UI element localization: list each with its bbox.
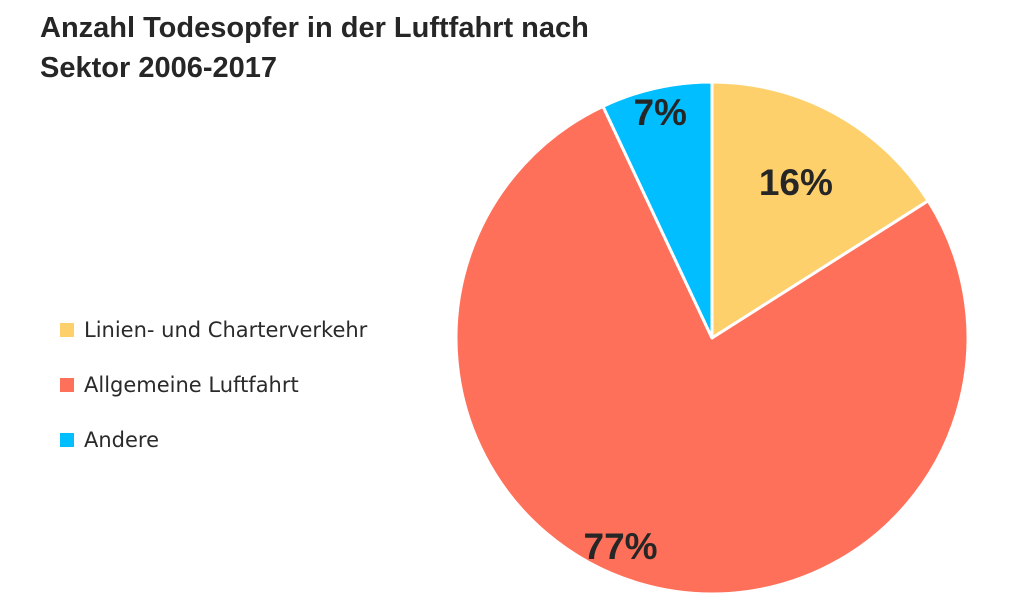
legend-label-linien-charter: Linien- und Charterverkehr bbox=[84, 318, 368, 342]
data-label-allgemeine-luftfahrt: 77% bbox=[584, 526, 658, 567]
pie-slice-andere[interactable] bbox=[601, 80, 714, 340]
chart-title-line-1: Anzahl Todesopfer in der Luftfahrt nach bbox=[40, 12, 589, 44]
legend-swatch-linien-charter bbox=[60, 323, 74, 337]
data-label-linien-charter: 16% bbox=[759, 162, 833, 203]
legend-swatch-allgemeine-luftfahrt bbox=[60, 378, 74, 392]
pie-slice-linien-charter[interactable] bbox=[710, 80, 930, 340]
legend-swatch-andere bbox=[60, 433, 74, 447]
pie-slice-allgemeine-luftfahrt[interactable] bbox=[454, 104, 970, 596]
legend-item-linien-charter[interactable]: Linien- und Charterverkehr bbox=[60, 312, 367, 348]
data-label-andere: 7% bbox=[633, 92, 686, 133]
legend-label-allgemeine-luftfahrt: Allgemeine Luftfahrt bbox=[84, 373, 299, 397]
legend: Linien- und Charterverkehr Allgemeine Lu… bbox=[60, 312, 367, 477]
chart-title: Anzahl Todesopfer in der Luftfahrt nach … bbox=[40, 8, 589, 88]
legend-label-andere: Andere bbox=[84, 428, 160, 452]
chart-title-line-2: Sektor 2006-2017 bbox=[40, 52, 277, 84]
legend-item-andere[interactable]: Andere bbox=[60, 422, 367, 458]
legend-item-allgemeine-luftfahrt[interactable]: Allgemeine Luftfahrt bbox=[60, 367, 367, 403]
